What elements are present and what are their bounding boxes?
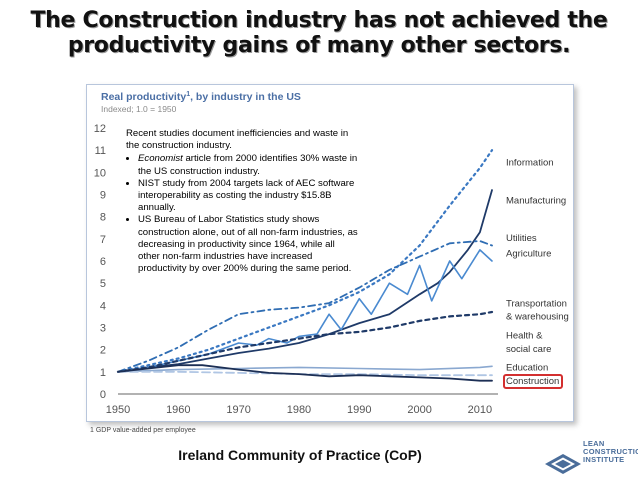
y-tick-label: 6 [100,256,106,268]
logo-text-line-2: CONSTRUCTION [583,447,638,456]
x-tick-label: 1980 [287,404,311,416]
y-tick-label: 10 [94,167,106,179]
series-label: Health & [506,331,543,342]
y-tick-label: 0 [100,389,106,401]
y-tick-label: 3 [100,323,106,335]
series-line-information [116,149,494,373]
logo-text: LEAN CONSTRUCTION INSTITUTE [583,440,638,464]
chart-series [116,149,494,382]
x-tick-label: 1990 [347,404,371,416]
series-labels: Information Manufacturing Utilities Agricul… [503,158,569,390]
slide-title: The Construction industry has not achiev… [0,8,638,58]
series-label: Utilities [506,233,537,244]
chart-title-main: Real productivity [101,91,186,103]
callout-bullets: Economist article from 2000 identifies 3… [126,153,358,275]
series-label: Transportation [506,298,567,309]
y-tick-label: 12 [94,123,106,135]
series-line-construction [117,364,493,382]
logo-text-line-1: LEAN [583,439,605,448]
series-line-agriculture [117,249,493,373]
series-label: Manufacturing [506,195,566,206]
y-tick-label: 1 [100,367,106,379]
series-label: Education [506,363,548,374]
logo-text-line-3: INSTITUTE [583,455,625,464]
series-label: Information [506,158,554,169]
callout-bullet-2: NIST study from 2004 targets lack of AEC… [138,178,358,215]
slide-footer: Ireland Community of Practice (CoP) [178,447,422,463]
slide-title-line-1: The Construction industry has not achiev… [30,8,608,33]
series-line-education [117,370,493,377]
x-tick-label: 1950 [106,404,130,416]
series-line-utilities [117,240,493,373]
series-label: & warehousing [506,312,569,323]
y-tick-label: 11 [95,145,106,157]
callout-intro: Recent studies document inefficiencies a… [126,128,349,152]
construction-highlight-box [503,374,563,390]
callout-bullet-1-text: article from 2000 identifies 30% waste i… [138,153,358,177]
callout-bullet-1: Economist article from 2000 identifies 3… [138,153,358,177]
lean-construction-logo-icon [545,454,581,474]
series-line-health-social-care [117,365,493,373]
y-tick-label: 4 [100,300,106,312]
series-label: Construction [506,376,559,387]
y-tick-label: 9 [100,190,106,202]
series-label: social care [506,344,551,355]
y-tick-label: 8 [100,212,106,224]
callout-bullet-3-text: US Bureau of Labor Statistics study show… [138,214,358,275]
chart-footnote: 1 GDP value-added per employee [90,427,196,434]
chart-title-suffix: , by industry in the US [190,91,301,103]
x-tick-label: 1970 [226,404,250,416]
y-tick-label: 7 [100,234,106,246]
y-tick-label: 2 [100,345,106,357]
x-tick-label: 1960 [166,404,190,416]
studies-callout: Recent studies document inefficiencies a… [126,128,358,275]
callout-bullet-3: US Bureau of Labor Statistics study show… [138,214,358,275]
series-line-manufacturing [117,189,493,373]
slide-title-line-2: productivity gains of many other sectors… [67,33,571,58]
series-label: Agriculture [506,249,551,260]
chart-subtitle: Indexed; 1.0 = 1950 [101,104,177,114]
callout-bullet-1-em: Economist [138,153,183,165]
callout-bullet-2-text: NIST study from 2004 targets lack of AEC… [138,177,355,214]
chart-title-sup: 1 [186,91,190,98]
y-tick-label: 5 [100,278,106,290]
series-line-transportation-warehousing [116,310,494,373]
x-tick-label: 2000 [407,404,431,416]
x-tick-label: 2010 [468,404,492,416]
chart-title: Real productivity1, by industry in the U… [101,91,301,103]
